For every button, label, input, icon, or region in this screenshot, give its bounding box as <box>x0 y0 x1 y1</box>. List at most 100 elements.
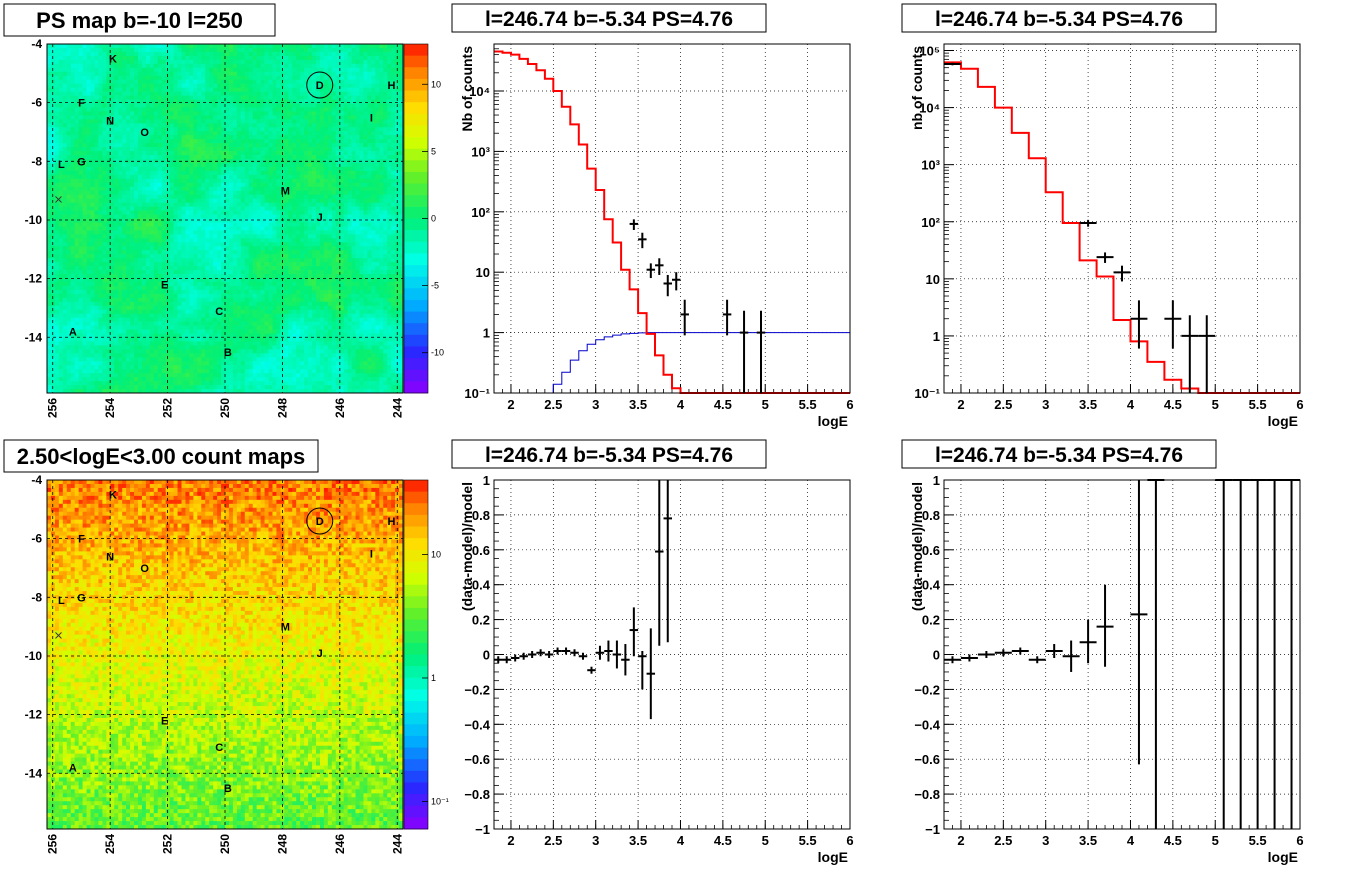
map-cell <box>110 258 115 263</box>
map-cell <box>387 206 392 211</box>
map-cell <box>347 186 352 192</box>
map-cell <box>359 166 364 172</box>
map-cell <box>137 44 143 49</box>
map-cell <box>225 190 230 196</box>
map-cell <box>90 139 95 144</box>
map-cell <box>189 198 194 203</box>
map-cell <box>213 226 218 231</box>
map-cell <box>58 230 64 235</box>
map-cell <box>209 198 214 203</box>
map-cell <box>399 162 404 168</box>
map-cell <box>232 127 238 132</box>
map-cell <box>387 87 392 92</box>
map-cell <box>221 44 226 49</box>
map-cell <box>260 250 265 255</box>
map-cell <box>284 83 289 88</box>
map-cell <box>78 254 83 259</box>
map-cell <box>399 170 404 176</box>
map-cell <box>161 226 167 231</box>
map-cell <box>153 123 159 128</box>
map-cell <box>347 258 352 263</box>
map-cell <box>244 71 250 77</box>
map-cell <box>312 131 317 136</box>
map-cell <box>292 218 297 223</box>
map-cell <box>90 174 95 180</box>
map-cell <box>264 131 269 136</box>
map-cell <box>102 230 107 235</box>
map-cell <box>221 143 226 148</box>
map-cell <box>90 214 95 219</box>
map-cell <box>240 147 246 152</box>
map-cell <box>177 258 182 263</box>
map-cell <box>185 242 190 247</box>
map-cell <box>347 91 352 96</box>
map-cell <box>375 214 380 219</box>
map-cell <box>383 79 388 85</box>
map-cell <box>252 115 257 120</box>
map-cell <box>288 95 293 100</box>
map-cell <box>308 135 313 140</box>
map-cell <box>217 194 222 200</box>
map-cell <box>355 71 360 77</box>
map-cell <box>272 258 277 263</box>
map-cell <box>181 262 186 267</box>
map-cell <box>308 95 313 100</box>
map-cell <box>367 190 372 196</box>
map-cell <box>272 127 277 132</box>
map-cell <box>217 262 222 267</box>
map-cell <box>153 119 159 124</box>
map-cell <box>189 170 194 176</box>
map-cell <box>130 182 135 188</box>
map-cell <box>391 214 396 219</box>
map-cell <box>161 147 167 152</box>
map-cell <box>201 186 206 192</box>
map-cell <box>248 55 254 61</box>
map-cell <box>225 178 230 184</box>
map-cell <box>86 115 91 120</box>
map-cell <box>221 190 226 196</box>
map-cell <box>58 202 64 207</box>
map-cell <box>351 258 356 263</box>
map-cell <box>304 99 309 104</box>
map-cell <box>141 258 147 263</box>
map-cell <box>153 234 159 239</box>
map-cell <box>221 222 226 227</box>
map-cell <box>86 174 91 180</box>
map-cell <box>383 55 388 61</box>
map-cell <box>367 234 372 239</box>
map-cell <box>236 83 242 88</box>
map-cell <box>90 186 95 192</box>
map-cell <box>54 162 60 168</box>
map-cell <box>327 242 333 247</box>
map-cell <box>296 218 301 223</box>
map-cell <box>137 202 143 207</box>
map-cell <box>141 63 147 69</box>
map-cell <box>173 194 178 200</box>
map-cell <box>367 87 372 92</box>
map-cell <box>54 67 60 73</box>
map-cell <box>74 194 79 200</box>
map-cell <box>74 47 79 53</box>
map-cell <box>145 67 151 73</box>
map-cell <box>130 202 135 207</box>
map-cell <box>169 238 174 243</box>
map-cell <box>268 186 273 192</box>
map-cell <box>58 51 64 57</box>
map-cell <box>272 87 277 92</box>
map-cell <box>395 155 400 160</box>
map-cell <box>217 139 222 144</box>
map-cell <box>252 178 257 184</box>
map-cell <box>122 262 127 267</box>
map-cell <box>304 119 309 124</box>
map-cell <box>284 254 289 259</box>
map-cell <box>375 258 380 263</box>
map-cell <box>355 258 360 263</box>
map-cell <box>248 111 254 116</box>
map-cell <box>149 194 155 200</box>
map-cell <box>173 242 178 247</box>
map-cell <box>252 159 257 164</box>
map-cell <box>217 238 222 243</box>
map-cell <box>248 258 254 263</box>
map-cell <box>292 178 297 184</box>
map-cell <box>118 63 123 69</box>
